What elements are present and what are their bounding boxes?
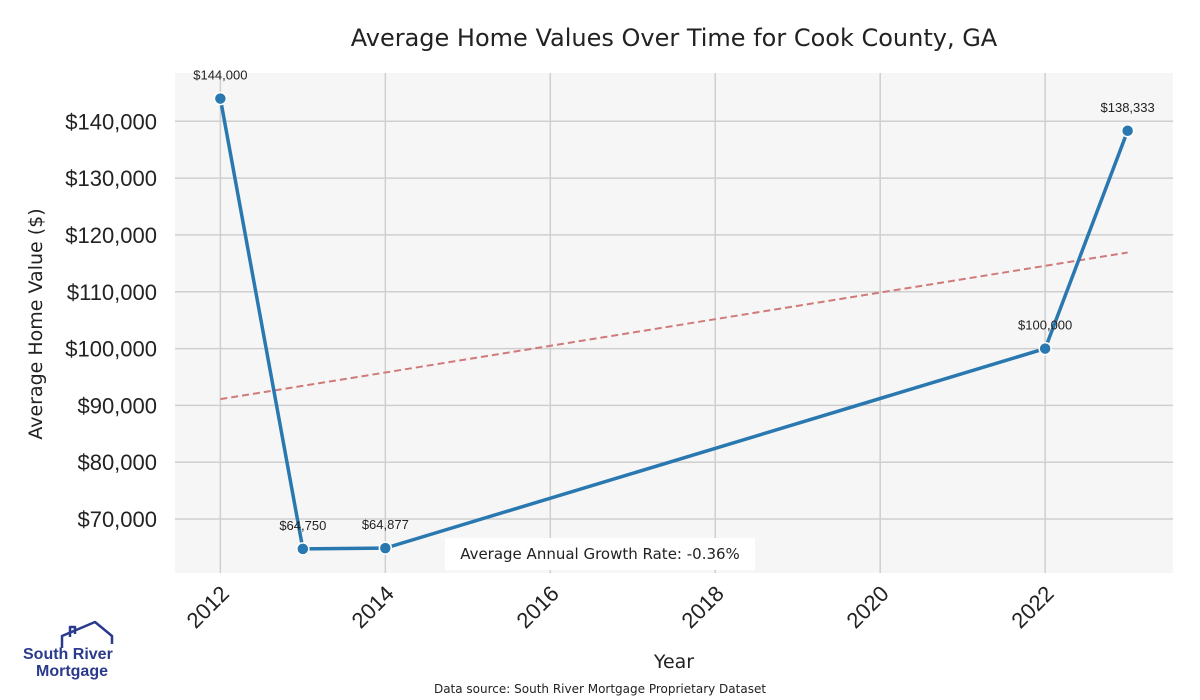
data-label: $64,877 [362, 517, 409, 532]
x-tick-label: 2018 [676, 581, 728, 633]
x-tick-label: 2020 [841, 581, 893, 633]
y-tick-label: $130,000 [65, 166, 157, 191]
data-label: $144,000 [193, 68, 247, 83]
data-source-note: Data source: South River Mortgage Propri… [434, 682, 766, 696]
annotation-box [445, 538, 755, 570]
y-tick-label: $90,000 [77, 393, 157, 418]
annotation-text: Average Annual Growth Rate: -0.36% [460, 545, 740, 563]
x-tick-label: 2014 [347, 581, 399, 633]
data-point [213, 91, 228, 106]
data-label: $64,750 [279, 518, 326, 533]
logo-line-2: Mortgage [36, 663, 108, 680]
y-tick-label: $140,000 [65, 109, 157, 134]
x-tick-label: 2016 [512, 581, 564, 633]
y-tick-label: $120,000 [65, 223, 157, 248]
y-axis-label: Average Home Value ($) [25, 208, 47, 439]
data-point [378, 541, 393, 555]
chart-title: Average Home Values Over Time for Cook C… [351, 24, 998, 52]
data-point [296, 542, 310, 556]
y-tick-label: $110,000 [67, 280, 157, 305]
x-tick-label: 2012 [182, 581, 234, 633]
x-tick-label: 2022 [1006, 581, 1058, 633]
trend-line-group [220, 251, 1128, 401]
data-label: $100,000 [1018, 318, 1072, 333]
logo-line-1: South River [23, 646, 113, 663]
data-labels-group: $144,000 $64,750 $64,877 $100,000 $138,333 [193, 68, 1155, 533]
y-tick-label: $100,000 [65, 337, 157, 362]
y-tick-label: $70,000 [77, 507, 157, 532]
y-tick-label: $80,000 [77, 450, 157, 475]
house-roof-icon [60, 620, 114, 648]
data-point [1120, 124, 1135, 138]
growth-rate-annotation: Average Annual Growth Rate: -0.36% [445, 538, 755, 570]
data-label: $138,333 [1101, 100, 1155, 115]
x-axis-label: Year [653, 651, 694, 673]
series-group [213, 91, 1135, 556]
trend-line [220, 251, 1128, 401]
data-point [1038, 341, 1052, 356]
plot-area [175, 73, 1173, 573]
south-river-mortgage-logo: South River Mortgage [23, 620, 114, 680]
